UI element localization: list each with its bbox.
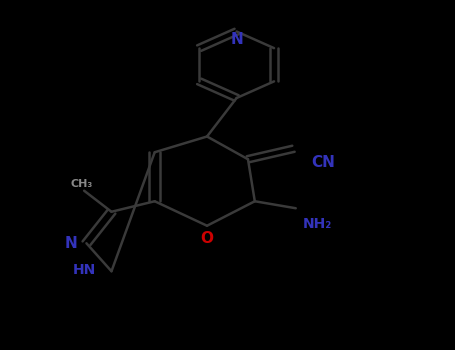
Text: N: N xyxy=(230,32,243,47)
Text: O: O xyxy=(201,231,213,246)
Text: HN: HN xyxy=(72,262,96,276)
Text: CH₃: CH₃ xyxy=(71,180,93,189)
Text: CN: CN xyxy=(312,155,335,170)
Text: N: N xyxy=(64,237,77,251)
Text: NH₂: NH₂ xyxy=(303,217,332,231)
